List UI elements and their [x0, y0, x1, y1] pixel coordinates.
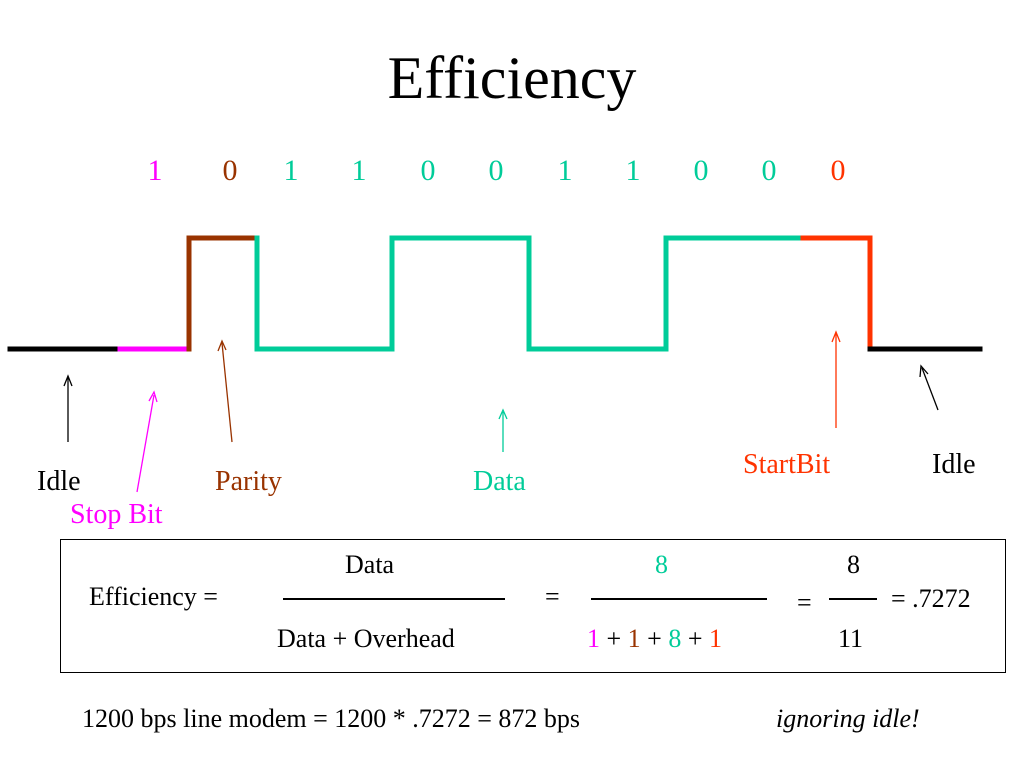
fraction-bar-1	[283, 598, 505, 600]
bit-value-data: 0	[761, 154, 777, 187]
bit-value-parity: 0	[222, 154, 238, 187]
formula-equals-2: =	[797, 588, 812, 617]
denominator-term-data: 8	[668, 624, 682, 653]
idle-right-arrow	[921, 367, 939, 411]
stop-bit-arrowhead	[148, 390, 158, 403]
stop-bit-label: Stop Bit	[70, 499, 163, 530]
label-pointers	[63, 330, 939, 493]
idle-left-arrowhead	[63, 374, 73, 387]
bit-value-data: 0	[420, 154, 436, 187]
data-arrowhead	[498, 408, 508, 420]
data-label: Data	[473, 466, 526, 497]
bit-value-data: 0	[488, 154, 504, 187]
footer-text: 1200 bps line modem = 1200 * .7272 = 872…	[82, 704, 581, 733]
denominator-term-start: 1	[709, 624, 723, 653]
stop-bit-arrow	[136, 394, 155, 493]
formula-numerator-2: 8	[655, 550, 668, 579]
formula-result: = .7272	[891, 584, 971, 613]
formula-denominator-2: 1 + 1 + 8 + 1	[587, 624, 722, 654]
idle-right-arrowhead	[919, 364, 929, 378]
fraction-bar-3	[829, 598, 877, 600]
denominator-term-plain: +	[681, 624, 710, 653]
parity-arrowhead	[217, 339, 227, 352]
parity-label: Parity	[215, 466, 282, 497]
slide-title: Efficiency	[387, 45, 637, 111]
idle-left-label: Idle	[37, 466, 81, 497]
formula-numerator-3: 8	[847, 550, 860, 579]
efficiency-formula-box: Efficiency = Data Data + Overhead = 8 1 …	[60, 539, 1006, 673]
formula-denominator-3: 11	[838, 624, 864, 653]
fraction-bar-2	[591, 598, 767, 600]
denominator-term-stop: 1	[587, 624, 600, 653]
formula-denominator: Data + Overhead	[277, 624, 455, 653]
formula-equals-1: =	[545, 582, 560, 611]
bit-value-stop: 1	[147, 154, 163, 187]
waveform-segments	[7, 235, 983, 352]
footer-note: ignoring idle!	[776, 704, 920, 733]
formula-numerator: Data	[345, 550, 395, 579]
denominator-term-parity: 1	[627, 624, 641, 653]
denominator-term-plain: +	[640, 624, 669, 653]
bit-value-start: 0	[830, 154, 846, 187]
bit-value-data: 1	[351, 154, 367, 187]
bit-value-data: 1	[557, 154, 573, 187]
bit-value-data: 1	[283, 154, 299, 187]
bit-value-data: 1	[625, 154, 641, 187]
parity-arrow	[221, 342, 233, 443]
formula-lhs: Efficiency =	[89, 582, 218, 611]
start-bit-arrowhead	[831, 330, 841, 343]
idle-right-label: Idle	[932, 449, 976, 480]
bit-value-data: 0	[693, 154, 709, 187]
start-bit-label: StartBit	[743, 449, 831, 480]
denominator-term-plain: +	[600, 624, 628, 653]
